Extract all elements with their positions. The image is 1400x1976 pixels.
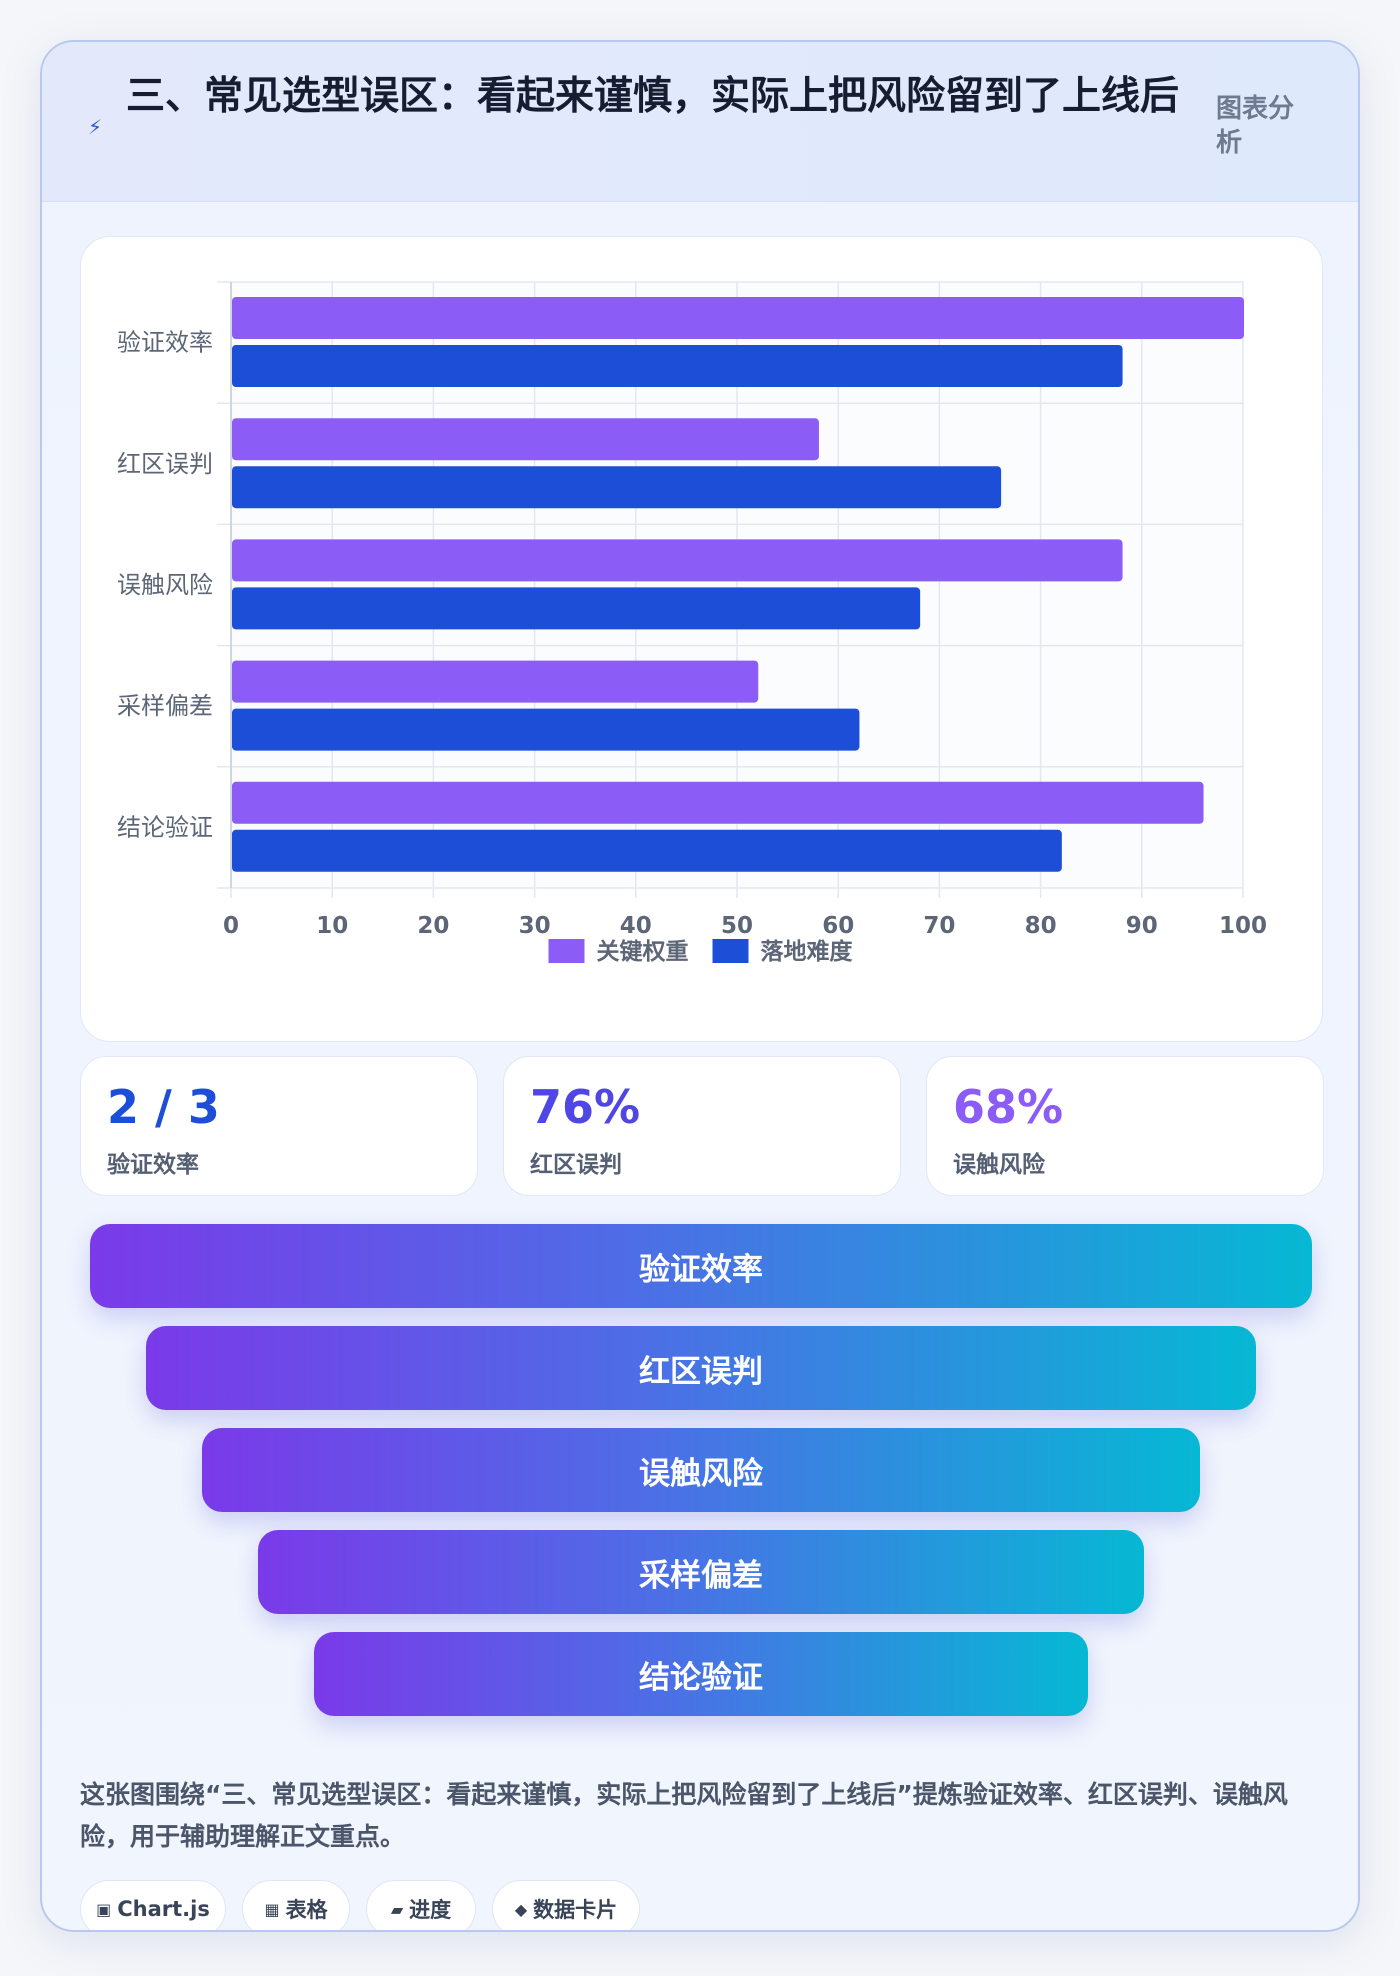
diamond-icon: ◆: [514, 1899, 528, 1919]
stat-card-1: 2 / 3 验证效率: [80, 1056, 478, 1196]
funnel-stage-1: 验证效率: [90, 1224, 1312, 1308]
bar-key-weight: [232, 418, 819, 461]
bar-difficulty: [232, 587, 921, 630]
chip-label: Chart.js: [117, 1897, 210, 1921]
stat-label: 红区误判: [530, 1152, 622, 1178]
x-tick-label: 70: [923, 913, 955, 939]
bar-key-weight: [232, 539, 1123, 582]
chart-card: ⚡ 三、常见选型误区：看起来谨慎，实际上把风险留到了上线后 图表分析 0 10 20…: [40, 40, 1360, 1932]
x-tick-label: 100: [1219, 913, 1267, 939]
chip-label: 表格: [285, 1898, 328, 1922]
bar-difficulty: [232, 708, 860, 751]
chip-table: ▦ 表格: [242, 1880, 350, 1930]
funnel-stage-3: 误触风险: [202, 1428, 1200, 1512]
bar-difficulty: [232, 466, 1002, 509]
card-header: ⚡ 三、常见选型误区：看起来谨慎，实际上把风险留到了上线后 图表分析: [42, 42, 1358, 202]
bar-key-weight: [232, 781, 1204, 824]
x-tick-label: 10: [316, 913, 348, 939]
page-title: 三、常见选型误区：看起来谨慎，实际上把风险留到了上线后: [126, 74, 1180, 119]
legend-swatch: [548, 939, 585, 963]
legend-label: 关键权重: [597, 938, 689, 965]
lightning-icon: ⚡: [87, 115, 103, 139]
stat-value: 76%: [530, 1080, 641, 1134]
y-category-label: 误触风险: [117, 571, 213, 599]
chip-progress: ▰ 进度: [366, 1880, 476, 1930]
y-category-label: 红区误判: [117, 450, 213, 478]
funnel-stage-5: 结论验证: [314, 1632, 1088, 1716]
stat-card-2: 76% 红区误判: [503, 1056, 901, 1196]
funnel-stage-2: 红区误判: [146, 1326, 1256, 1410]
chip-chartjs: ▣ Chart.js: [80, 1880, 226, 1930]
progress-icon: ▰: [390, 1899, 404, 1919]
stat-label: 误触风险: [953, 1152, 1045, 1178]
stat-value: 68%: [953, 1080, 1064, 1134]
x-tick-label: 40: [620, 913, 652, 939]
table-icon: ▦: [264, 1899, 280, 1919]
summary-text: 这张图围绕“三、常见选型误区：看起来谨慎，实际上把风险留到了上线后”提炼验证效率…: [80, 1780, 1288, 1851]
bar-key-weight: [232, 660, 759, 703]
x-tick-label: 30: [519, 913, 551, 939]
bar-difficulty: [232, 829, 1062, 872]
stat-card-3: 68% 误触风险: [926, 1056, 1324, 1196]
bar-chart: 0 10 20 30 40 50 60 70 80 90 100 验证效率红区误判误触风险采样偏差结论…: [117, 281, 1267, 965]
x-tick-label: 20: [417, 913, 449, 939]
x-tick-label: 90: [1126, 913, 1158, 939]
chip-label: 数据卡片: [533, 1898, 618, 1922]
chip-data-card: ◆ 数据卡片: [492, 1880, 640, 1930]
x-tick-label: 60: [822, 913, 854, 939]
chart-icon: ▣: [96, 1899, 112, 1919]
y-category-label: 结论验证: [117, 813, 213, 841]
x-tick-label: 0: [223, 913, 239, 939]
stat-label: 验证效率: [107, 1152, 199, 1178]
x-tick-label: 50: [721, 913, 753, 939]
y-category-label: 验证效率: [117, 329, 213, 357]
bar-key-weight: [232, 297, 1244, 339]
stat-value: 2 / 3: [107, 1080, 220, 1134]
x-tick-label: 80: [1025, 913, 1057, 939]
y-category-label: 采样偏差: [117, 692, 213, 720]
chip-label: 进度: [409, 1898, 452, 1922]
legend-swatch: [712, 939, 749, 963]
chart-analysis-tag: 图表分析: [1216, 94, 1295, 158]
chart-panel: 0 10 20 30 40 50 60 70 80 90 100 验证效率红区误判误触风险采样偏差结论…: [80, 236, 1323, 1042]
legend-label: 落地难度: [761, 938, 854, 965]
funnel-stage-4: 采样偏差: [258, 1530, 1144, 1614]
bar-difficulty: [232, 345, 1123, 387]
